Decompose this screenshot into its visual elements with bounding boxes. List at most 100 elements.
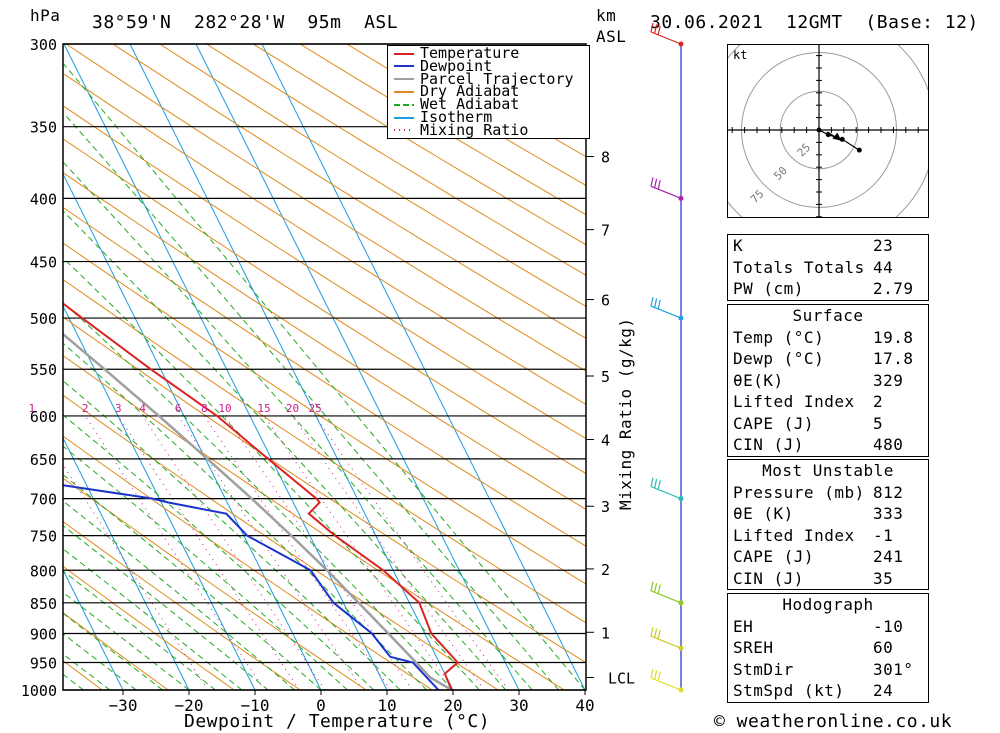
most-unstable-row: Pressure (mb) 812 (733, 482, 904, 502)
pressure-tick-label: 300 (30, 36, 57, 54)
legend-item: Mixing Ratio (392, 120, 529, 139)
mixing-ratio-label: 10 (218, 402, 231, 415)
dry-adiabat-line (63, 477, 367, 690)
mixing-ratio-label: 8 (201, 402, 208, 415)
datetime-title: 30.06.2021 12GMT (Base: 12) (650, 12, 979, 33)
pressure-tick-label: 650 (30, 451, 57, 469)
isotherm-line (63, 568, 124, 690)
hpa-unit-label: hPa (30, 6, 61, 25)
plot-frame (62, 43, 587, 691)
dry-adiabat-line (63, 242, 586, 585)
pressure-tick-label: 400 (30, 190, 57, 208)
x-tick-label: −10 (241, 696, 270, 715)
km-tick-label: 3 (601, 498, 610, 516)
x-tick-label: 20 (443, 696, 462, 715)
dry-adiabat-line (63, 72, 586, 406)
copyright-footer: © weatheronline.co.uk (714, 711, 953, 732)
legend-item: Parcel Trajectory (392, 71, 574, 86)
x-tick-label: 10 (377, 696, 396, 715)
index-row-totals-totals: Totals Totals 44 (733, 257, 894, 277)
mixing-ratio-line (142, 415, 326, 690)
mixing-ratio-label: 25 (308, 402, 321, 415)
most-unstable-row: CIN (J) 35 (733, 568, 894, 588)
legend-swatch (394, 103, 414, 106)
dry-adiabat-line (206, 44, 586, 276)
wet-adiabat-line (63, 380, 401, 690)
pressure-tick-label: 350 (30, 119, 57, 137)
isotherm-line (63, 304, 256, 690)
dry-adiabat-line (63, 435, 433, 690)
most-unstable-row: Lifted Index -1 (733, 525, 894, 545)
km-tick-label: 7 (601, 222, 610, 240)
wet-adiabat-line (63, 591, 190, 690)
hodograph-row: EH -10 (733, 616, 904, 636)
dry-adiabat-line (63, 316, 586, 664)
wet-adiabat-line (63, 257, 480, 690)
mixing-ratio-label: 4 (139, 402, 146, 415)
pressure-tick-label: 950 (30, 654, 57, 672)
lcl-label: LCL (608, 670, 635, 688)
mixing-ratio-line (203, 415, 391, 690)
km-tick-label: 5 (601, 368, 610, 386)
index-row-pw: PW (cm) 2.79 (733, 279, 914, 298)
dry-adiabat-line (63, 612, 169, 690)
surface-row: Dewp (°C) 17.8 (733, 349, 914, 368)
mixing-ratio-label: 2 (82, 402, 89, 415)
asl-unit-label: ASL (596, 27, 627, 46)
most-unstable-table-title: Most Unstable (762, 461, 894, 480)
surface-row: CAPE (J) 5 (733, 413, 884, 433)
dry-adiabat-line (65, 44, 586, 372)
temperature-line (63, 302, 460, 690)
legend-swatch (394, 116, 414, 119)
mixing-ratio-label: 3 (115, 402, 122, 415)
storm-motion-arrowhead (832, 132, 842, 141)
mixing-ratio-label: 6 (175, 402, 182, 415)
km-tick-label: 2 (601, 561, 610, 579)
wind-barb (650, 22, 682, 45)
hodograph-row: StmSpd (kt) 24 (733, 681, 894, 700)
wind-barb (650, 477, 682, 500)
legend-item: Isotherm (392, 108, 493, 126)
isotherm-line (63, 172, 322, 690)
pressure-tick-label: 1000 (21, 682, 57, 700)
surface-table: Surface Temp (°C) 19.8 Dewp (°C) 17.8 θE(K… (727, 304, 929, 457)
isotherm-line (63, 436, 190, 690)
wind-barb (650, 581, 682, 604)
wet-adiabat-line (63, 474, 322, 690)
wet-adiabat-line (63, 500, 295, 690)
hodograph-table-title: Hodograph (782, 595, 874, 614)
legend-label: Temperature (420, 44, 520, 62)
mixing-ratio-axis-title: Mixing Ratio (g/kg) (616, 317, 635, 510)
hodograph-ring-label: 75 (748, 187, 767, 206)
km-tick-label: 1 (601, 624, 610, 642)
dry-adiabat-line (63, 565, 235, 690)
legend-label: Dewpoint (420, 56, 493, 75)
pressure-tick-label: 700 (30, 491, 57, 509)
dewpoint-line (63, 484, 440, 690)
legend-swatch (394, 52, 414, 55)
legend-item: Dry Adiabat (392, 82, 520, 101)
legend-label: Wet Adiabat (420, 95, 520, 114)
wet-adiabat-line (63, 301, 454, 690)
pressure-tick-label: 600 (30, 408, 57, 426)
dry-adiabat-line (63, 206, 586, 547)
pressure-tick-label: 800 (30, 562, 57, 580)
legend-item: Wet Adiabat (392, 95, 520, 114)
chart-legend: Temperature Dewpoint Parcel Trajectory Dry … (387, 45, 590, 139)
legend-label: Isotherm (420, 108, 493, 126)
km-tick-label: 8 (601, 149, 610, 167)
km-tick-label: 6 (601, 292, 610, 310)
legend-label: Mixing Ratio (420, 120, 529, 139)
x-tick-label: 40 (575, 696, 594, 715)
km-unit-label: km (596, 6, 617, 25)
wet-adiabat-line (63, 525, 269, 690)
legend-label: Dry Adiabat (420, 82, 520, 101)
surface-table-title: Surface (792, 306, 864, 325)
dry-adiabat-line (252, 44, 586, 246)
hodograph-unit-label: kt (733, 48, 747, 62)
x-tick-label: −30 (109, 696, 138, 715)
parcel-trajectory-line (63, 332, 453, 690)
legend-swatch (394, 65, 414, 68)
